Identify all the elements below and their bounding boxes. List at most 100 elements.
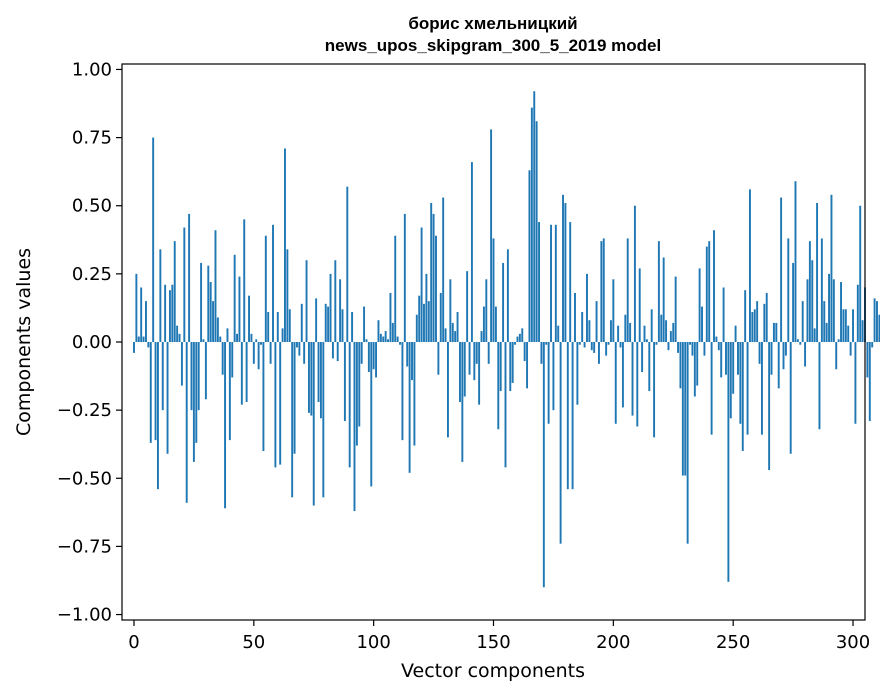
bar-component-279 — [801, 301, 804, 342]
bar-component-16 — [171, 284, 174, 342]
bar-component-222 — [665, 320, 668, 342]
bar-component-115 — [408, 342, 411, 473]
bar-component-288 — [823, 301, 826, 342]
bar-component-15 — [168, 290, 171, 342]
bar-component-186 — [578, 342, 581, 345]
bar-component-274 — [789, 342, 792, 454]
bar-component-235 — [696, 342, 699, 386]
bar-component-43 — [236, 333, 239, 342]
bar-component-51 — [255, 339, 258, 342]
bar-component-140 — [468, 342, 471, 375]
bar-component-108 — [391, 322, 394, 342]
bar-component-278 — [799, 342, 802, 345]
bar-component-131 — [447, 342, 449, 438]
bar-component-38 — [224, 342, 227, 509]
bar-component-27 — [197, 342, 200, 411]
bar-component-101 — [375, 342, 378, 378]
bar-component-147 — [485, 279, 488, 342]
bar-component-129 — [442, 197, 445, 342]
bar-component-35 — [216, 317, 219, 342]
bar-component-74 — [310, 342, 313, 416]
bar-component-298 — [847, 325, 850, 342]
bar-component-6 — [147, 342, 150, 348]
bar-component-119 — [418, 295, 421, 342]
bar-component-86 — [339, 279, 342, 342]
bar-component-14 — [166, 342, 169, 454]
bar-component-18 — [176, 325, 179, 342]
bar-component-230 — [684, 342, 687, 476]
bar-component-221 — [662, 257, 665, 342]
bar-component-291 — [830, 194, 833, 342]
bar-component-283 — [811, 260, 814, 342]
bar-component-175 — [552, 342, 555, 411]
bar-component-52 — [257, 342, 260, 370]
bar-component-68 — [296, 342, 298, 348]
bar-component-118 — [415, 314, 418, 342]
bar-component-256 — [746, 342, 749, 435]
y-tick-label: 0.50 — [72, 196, 112, 217]
bar-component-259 — [753, 309, 756, 342]
bar-component-192 — [593, 342, 596, 353]
y-axis-label: Components values — [13, 248, 35, 436]
bar-component-19 — [178, 333, 181, 342]
bar-component-248 — [727, 342, 730, 582]
bar-component-250 — [732, 342, 735, 394]
bar-component-243 — [715, 336, 718, 342]
bar-component-200 — [612, 279, 615, 342]
bar-component-104 — [382, 336, 385, 342]
bar-component-207 — [629, 322, 632, 342]
bar-component-96 — [363, 306, 366, 342]
bar-component-135 — [456, 312, 459, 342]
x-tick-label: 50 — [242, 632, 265, 653]
bar-component-84 — [334, 260, 337, 342]
bar-component-109 — [394, 235, 397, 342]
y-tick-label: −0.75 — [57, 536, 112, 557]
bar-component-127 — [437, 342, 440, 375]
bar-component-154 — [502, 262, 505, 342]
bar-component-92 — [353, 342, 356, 511]
bar-component-32 — [209, 282, 212, 342]
y-tick-label: −0.50 — [57, 468, 112, 489]
bar-component-48 — [248, 295, 250, 342]
bar-component-41 — [231, 342, 234, 378]
bar-component-26 — [195, 342, 198, 443]
bar-component-187 — [581, 312, 584, 342]
bar-component-120 — [420, 227, 423, 342]
x-tick-label: 0 — [128, 632, 139, 653]
bar-component-178 — [559, 342, 562, 544]
bar-component-247 — [725, 342, 727, 375]
bar-component-12 — [161, 342, 164, 411]
bar-component-167 — [533, 91, 536, 342]
bar-component-267 — [772, 322, 775, 342]
bar-component-300 — [852, 309, 854, 342]
bar-component-213 — [643, 325, 646, 342]
bar-component-44 — [238, 276, 241, 342]
bar-component-233 — [691, 342, 694, 356]
bar-component-277 — [796, 339, 799, 342]
bar-component-224 — [669, 331, 672, 342]
bar-component-266 — [770, 342, 773, 375]
bar-component-234 — [693, 342, 696, 397]
bar-component-143 — [475, 342, 478, 364]
bar-component-197 — [605, 342, 608, 356]
bar-component-105 — [384, 331, 387, 342]
bar-component-226 — [674, 276, 677, 342]
bar-component-4 — [142, 336, 145, 342]
bar-component-65 — [288, 309, 291, 342]
bar-component-310 — [876, 301, 878, 342]
bar-component-39 — [226, 328, 229, 342]
x-tick-label: 100 — [356, 632, 390, 653]
bar-component-81 — [327, 306, 330, 342]
bar-component-99 — [370, 342, 373, 487]
bar-component-165 — [528, 170, 531, 342]
bar-component-67 — [293, 342, 296, 454]
bar-component-282 — [808, 241, 811, 342]
bar-component-229 — [681, 342, 684, 476]
bar-component-125 — [432, 213, 435, 342]
bar-component-206 — [626, 238, 629, 342]
bar-component-237 — [701, 306, 703, 342]
bar-component-107 — [389, 292, 392, 342]
bar-component-93 — [355, 342, 358, 446]
bar-component-272 — [784, 342, 787, 356]
bar-component-296 — [842, 309, 845, 342]
